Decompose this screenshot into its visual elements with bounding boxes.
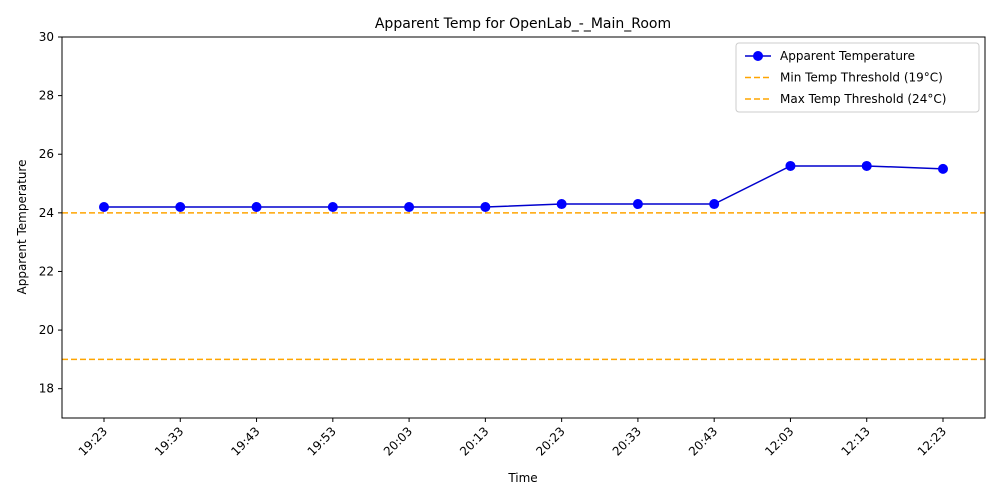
legend-marker bbox=[753, 51, 763, 61]
x-tick-label: 12:23 bbox=[915, 424, 949, 458]
y-tick-label: 22 bbox=[39, 264, 54, 278]
x-tick-label: 19:23 bbox=[76, 424, 110, 458]
y-axis-label: Apparent Temperature bbox=[15, 160, 29, 295]
x-tick-label: 12:13 bbox=[838, 424, 872, 458]
x-tick-label: 19:53 bbox=[305, 424, 339, 458]
legend-box bbox=[735, 42, 980, 113]
x-tick-label: 20:43 bbox=[686, 424, 720, 458]
data-point bbox=[709, 199, 720, 210]
data-point bbox=[785, 160, 796, 171]
legend-entry-label: Apparent Temperature bbox=[780, 49, 915, 63]
y-tick-label: 20 bbox=[39, 323, 54, 337]
y-tick-label: 26 bbox=[39, 147, 54, 161]
data-point bbox=[938, 163, 948, 174]
x-tick-label: 19:43 bbox=[228, 424, 262, 458]
chart-title: Apparent Temp for OpenLab_-_Main_Room bbox=[375, 16, 671, 32]
data-point bbox=[480, 201, 491, 212]
y-tick-label: 30 bbox=[39, 30, 54, 44]
x-axis-label: Time bbox=[507, 471, 537, 485]
x-tick-label: 20:13 bbox=[457, 424, 491, 458]
data-point bbox=[404, 201, 415, 212]
x-tick-label: 20:03 bbox=[381, 424, 415, 458]
data-point bbox=[556, 199, 567, 210]
x-axis: 19:23 19:33 19:43 19:53 20:03 20:13 20:23 20:33… bbox=[76, 418, 949, 459]
y-axis: 18 20 22 24 26 28 30 bbox=[39, 30, 62, 396]
data-point bbox=[327, 201, 338, 212]
data-point bbox=[861, 160, 872, 171]
data-point bbox=[251, 201, 262, 212]
data-point bbox=[632, 199, 643, 210]
series-line-0 bbox=[104, 165, 944, 208]
x-tick-label: 19:33 bbox=[152, 424, 186, 458]
plot-frame bbox=[61, 36, 986, 419]
y-tick-label: 28 bbox=[39, 89, 54, 103]
legend-entry-label: Min Temp Threshold (19°C) bbox=[780, 71, 943, 85]
x-tick-label: 20:23 bbox=[533, 424, 567, 458]
y-tick-label: 24 bbox=[39, 206, 54, 220]
x-tick-label: 20:33 bbox=[610, 424, 644, 458]
legend-entry-label: Max Temp Threshold (24°C) bbox=[780, 92, 946, 106]
x-tick-label: 12:03 bbox=[762, 424, 796, 458]
y-tick-label: 18 bbox=[39, 382, 54, 396]
legend: Apparent Temperature Min Temp Threshold (… bbox=[735, 42, 980, 113]
plot-area bbox=[62, 160, 985, 361]
data-point bbox=[99, 201, 109, 212]
data-point bbox=[175, 201, 186, 212]
